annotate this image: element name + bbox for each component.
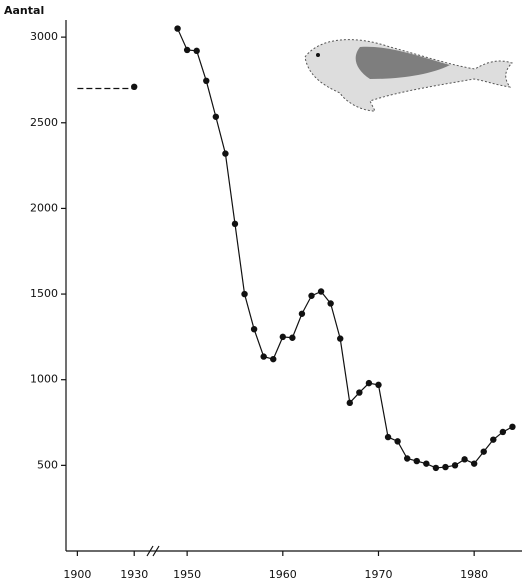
seal-illustration [305, 40, 512, 111]
data-point [213, 114, 219, 120]
data-point [423, 460, 429, 466]
x-tick-label: 1960 [269, 568, 297, 581]
data-point [174, 25, 180, 31]
data-point [385, 434, 391, 440]
data-point [442, 464, 448, 470]
data-point [404, 455, 410, 461]
data-point [280, 334, 286, 340]
data-point [260, 353, 266, 359]
data-point [251, 326, 257, 332]
x-tick-label: 1980 [460, 568, 488, 581]
data-point [184, 47, 190, 53]
data-point [308, 293, 314, 299]
data-point [131, 84, 137, 90]
data-point [222, 150, 228, 156]
y-tick-label: 500 [37, 458, 58, 471]
data-point [366, 380, 372, 386]
data-point [490, 436, 496, 442]
data-point [509, 424, 515, 430]
x-tick-label: 1950 [173, 568, 201, 581]
data-point [347, 400, 353, 406]
data-point [394, 438, 400, 444]
data-point [461, 456, 467, 462]
y-axis-label: Aantal [4, 4, 44, 17]
data-point [452, 462, 458, 468]
data-point [299, 311, 305, 317]
data-point [270, 356, 276, 362]
y-tick-label: 3000 [30, 30, 58, 43]
data-point [203, 78, 209, 84]
data-point [241, 291, 247, 297]
x-tick-label: 1970 [364, 568, 392, 581]
data-point [433, 465, 439, 471]
data-point [194, 48, 200, 54]
data-point [289, 335, 295, 341]
y-tick-label: 1500 [30, 287, 58, 300]
data-point [337, 335, 343, 341]
data-point [318, 288, 324, 294]
x-tick-label: 1930 [120, 568, 148, 581]
x-tick-label: 1900 [63, 568, 91, 581]
data-point [414, 458, 420, 464]
data-point [500, 429, 506, 435]
data-point [232, 221, 238, 227]
data-point [375, 382, 381, 388]
y-tick-label: 2500 [30, 116, 58, 129]
data-point [356, 389, 362, 395]
data-point [471, 460, 477, 466]
data-point [327, 300, 333, 306]
data-point [481, 448, 487, 454]
y-tick-label: 2000 [30, 201, 58, 214]
y-tick-label: 1000 [30, 373, 58, 386]
chart: Aantal 500 1000 1500 2000 2500 3000 1900 1930 19… [0, 0, 522, 586]
